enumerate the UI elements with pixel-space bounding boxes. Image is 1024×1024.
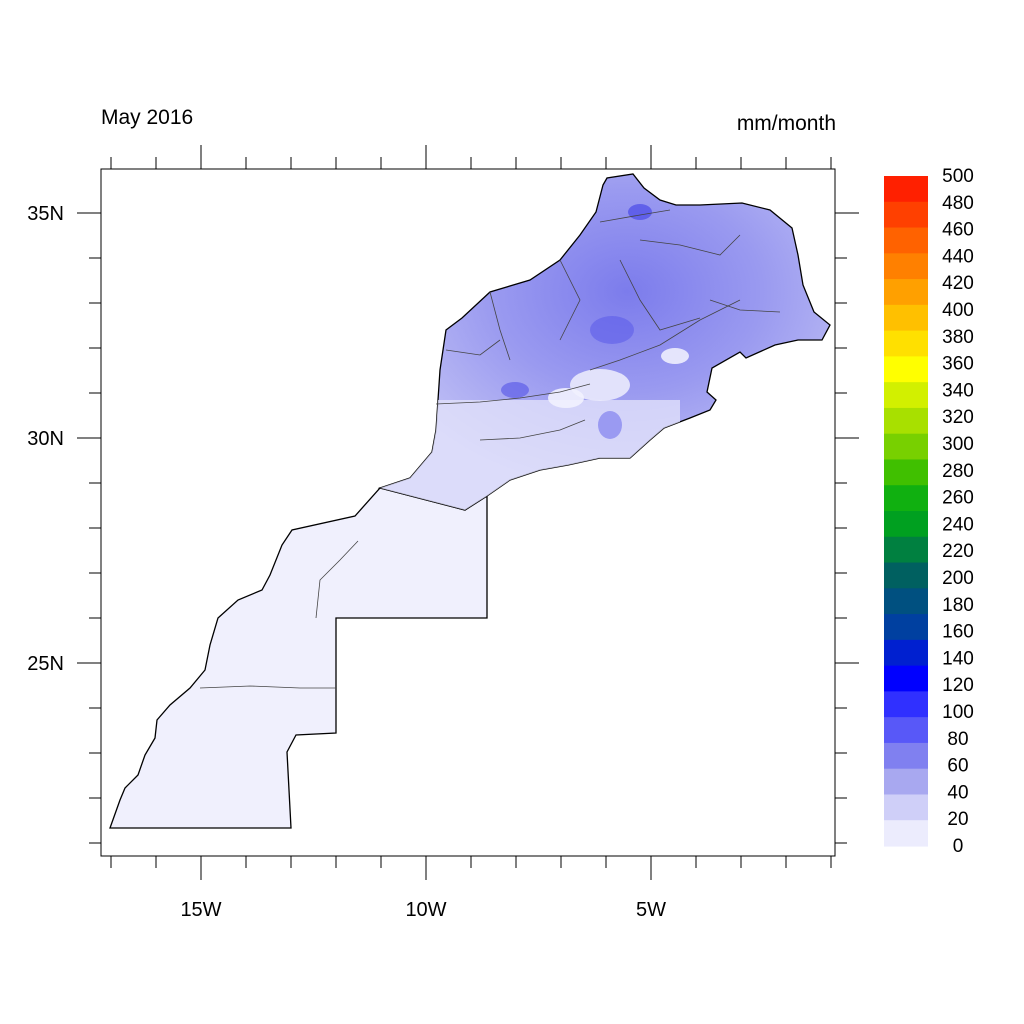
colorbar-swatch xyxy=(884,768,928,796)
colorbar-swatch xyxy=(884,794,928,821)
colorbar-label: 340 xyxy=(942,380,974,401)
colorbar-label: 360 xyxy=(942,354,974,375)
colorbar-swatch xyxy=(884,536,928,564)
units-label: mm/month xyxy=(736,112,836,135)
colorbar-swatch xyxy=(884,562,928,589)
colorbar-label: 0 xyxy=(953,836,964,857)
region-boundaries xyxy=(199,209,781,689)
colorbar-label: 400 xyxy=(942,300,974,321)
colorbar-label: 440 xyxy=(942,246,974,267)
colorbar-swatch xyxy=(884,304,928,332)
colorbar: 5004804604404204003803603403203002802602… xyxy=(884,166,974,857)
colorbar-label: 260 xyxy=(942,488,974,509)
colorbar-swatch xyxy=(884,588,928,615)
colorbar-label: 220 xyxy=(942,541,974,562)
colorbar-swatch xyxy=(884,691,928,718)
map-frame xyxy=(100,168,836,857)
colorbar-swatch xyxy=(884,717,928,744)
colorbar-swatch xyxy=(884,201,928,229)
lon-tick-label: 5W xyxy=(636,899,666,921)
colorbar-swatch xyxy=(884,665,928,692)
colorbar-label: 280 xyxy=(942,461,974,482)
map-title: May 2016 xyxy=(101,106,194,129)
colorbar-label: 40 xyxy=(947,782,968,803)
colorbar-swatch xyxy=(884,459,928,486)
colorbar-label: 120 xyxy=(942,675,974,696)
colorbar-swatch xyxy=(884,639,928,667)
colorbar-swatch xyxy=(884,614,928,641)
colorbar-label: 20 xyxy=(947,809,968,830)
colorbar-swatch xyxy=(884,382,928,409)
colorbar-label: 80 xyxy=(947,729,968,750)
lon-tick-label: 10W xyxy=(405,899,446,921)
colorbar-label: 240 xyxy=(942,514,974,535)
southern-region xyxy=(109,487,488,829)
lat-tick-label: 25N xyxy=(27,653,64,675)
colorbar-label: 380 xyxy=(942,327,974,348)
colorbar-swatch xyxy=(884,176,928,203)
colorbar-swatch xyxy=(884,253,928,280)
colorbar-label: 500 xyxy=(942,166,974,187)
colorbar-swatch xyxy=(884,433,928,461)
colorbar-label: 460 xyxy=(942,220,974,241)
axis-ticks: 35N 30N 25N 15W 10W 5W xyxy=(27,145,859,921)
colorbar-swatch xyxy=(884,227,928,254)
colorbar-swatch xyxy=(884,407,928,435)
colorbar-label: 200 xyxy=(942,568,974,589)
colorbar-label: 160 xyxy=(942,622,974,643)
lat-tick-label: 30N xyxy=(27,428,64,450)
lon-tick-label: 15W xyxy=(180,899,221,921)
lat-tick-label: 35N xyxy=(27,203,64,225)
colorbar-swatch xyxy=(884,511,928,538)
colorbar-label: 300 xyxy=(942,434,974,455)
colorbar-swatch xyxy=(884,820,928,847)
colorbar-swatch xyxy=(884,279,928,306)
colorbar-swatch xyxy=(884,742,928,770)
colorbar-swatch xyxy=(884,356,928,383)
colorbar-label: 60 xyxy=(947,756,968,777)
colorbar-swatch xyxy=(884,330,928,357)
colorbar-label: 100 xyxy=(942,702,974,723)
colorbar-label: 140 xyxy=(942,648,974,669)
colorbar-label: 480 xyxy=(942,193,974,214)
colorbar-swatch xyxy=(884,485,928,512)
colorbar-label: 420 xyxy=(942,273,974,294)
colorbar-label: 320 xyxy=(942,407,974,428)
colorbar-label: 180 xyxy=(942,595,974,616)
